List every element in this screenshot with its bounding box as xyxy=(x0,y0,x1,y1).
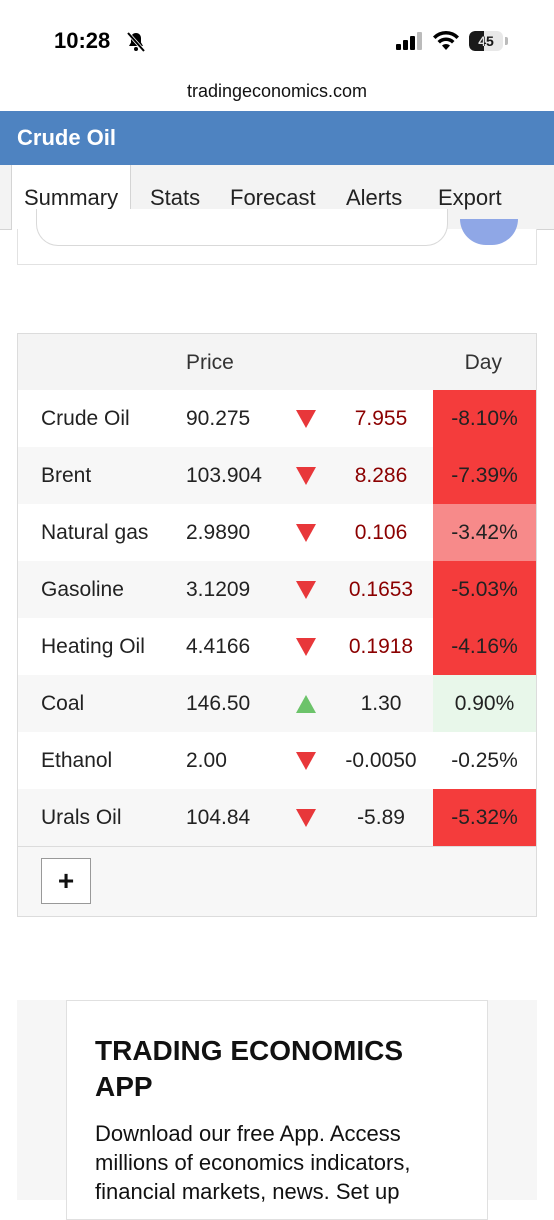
arrow-down-icon xyxy=(296,809,316,827)
commodity-price: 3.1209 xyxy=(186,578,251,601)
table-row[interactable]: Crude Oil 90.275 7.955 -8.10% xyxy=(18,390,536,448)
commodity-name[interactable]: Brent xyxy=(41,464,92,487)
commodity-change: 1.30 xyxy=(360,692,402,715)
commodity-change: -0.0050 xyxy=(345,749,417,772)
tab-alerts[interactable]: Alerts xyxy=(346,185,403,210)
commodity-day-percent: -5.32% xyxy=(433,789,536,846)
commodity-price: 4.4166 xyxy=(186,635,251,658)
cellular-signal-icon xyxy=(396,32,422,50)
commodity-day-percent: -8.10% xyxy=(433,390,536,447)
tab-export[interactable]: Export xyxy=(438,185,502,210)
commodity-price: 104.84 xyxy=(186,806,251,829)
wifi-icon xyxy=(433,30,459,50)
table-row[interactable]: Natural gas 2.9890 0.106 -3.42% xyxy=(18,504,536,562)
commodity-name[interactable]: Ethanol xyxy=(41,749,113,772)
commodity-name[interactable]: Urals Oil xyxy=(41,806,122,829)
arrow-down-icon xyxy=(296,581,316,599)
commodity-change: -5.89 xyxy=(357,806,405,829)
tab-stats[interactable]: Stats xyxy=(150,185,201,210)
commodity-change: 8.286 xyxy=(354,464,408,487)
app-promo-card: TRADING ECONOMICS APP Download our free … xyxy=(66,1000,488,1220)
commodity-day-percent: -5.03% xyxy=(433,561,536,618)
table-row[interactable]: Heating Oil 4.4166 0.1918 -4.16% xyxy=(18,618,536,676)
add-button[interactable]: + xyxy=(41,858,91,904)
commodity-day-percent: -0.25% xyxy=(433,732,536,789)
bell-muted-icon xyxy=(126,31,146,53)
commodity-change: 0.106 xyxy=(354,521,408,544)
commodity-day-percent: -3.42% xyxy=(433,504,536,561)
table-row[interactable]: Coal 146.50 1.30 0.90% xyxy=(18,675,536,733)
commodity-name[interactable]: Crude Oil xyxy=(41,407,130,430)
arrow-up-icon xyxy=(296,695,316,713)
arrow-down-icon xyxy=(296,752,316,770)
search-panel xyxy=(17,209,537,265)
arrow-down-icon xyxy=(296,638,316,656)
commodity-change: 0.1918 xyxy=(348,635,414,658)
promo-title: TRADING ECONOMICS APP xyxy=(95,1035,403,1102)
commodity-name[interactable]: Heating Oil xyxy=(41,635,145,658)
browser-url[interactable]: tradingeconomics.com xyxy=(186,81,368,101)
app-promo-section: TRADING ECONOMICS APP Download our free … xyxy=(17,1000,537,1220)
commodity-day-percent: -4.16% xyxy=(433,618,536,675)
column-header-day: Day xyxy=(464,351,502,374)
arrow-down-icon xyxy=(296,524,316,542)
table-header: Price Day xyxy=(18,334,536,391)
table-row[interactable]: Urals Oil 104.84 -5.89 -5.32% xyxy=(18,789,536,847)
commodity-price: 146.50 xyxy=(186,692,251,715)
search-input[interactable] xyxy=(36,209,448,246)
commodity-price: 2.00 xyxy=(186,749,227,772)
commodity-change: 0.1653 xyxy=(348,578,414,601)
battery-level-text: 45 xyxy=(478,33,494,49)
tab-forecast[interactable]: Forecast xyxy=(230,185,316,210)
status-bar: 10:28 45 tradingeconomics.com xyxy=(0,0,554,101)
status-time: 10:28 xyxy=(54,28,111,53)
column-header-price: Price xyxy=(186,351,234,374)
commodity-price: 2.9890 xyxy=(186,521,251,544)
page-header: Crude Oil xyxy=(0,111,554,165)
page-title: Crude Oil xyxy=(17,125,117,150)
search-button[interactable] xyxy=(460,219,518,245)
battery-icon: 45 xyxy=(469,31,509,51)
table-row[interactable]: Gasoline 3.1209 0.1653 -5.03% xyxy=(18,561,536,619)
tab-summary[interactable]: Summary xyxy=(11,165,132,230)
commodity-day-percent: -7.39% xyxy=(433,447,536,504)
table-row[interactable]: Ethanol 2.00 -0.0050 -0.25% xyxy=(18,732,536,790)
commodities-table: Price Day Crude Oil 90.275 7.955 -8.10% Bren… xyxy=(17,333,537,917)
commodity-change: 7.955 xyxy=(354,407,408,430)
commodity-name[interactable]: Coal xyxy=(41,692,85,715)
commodity-price: 103.904 xyxy=(186,464,262,487)
commodity-name[interactable]: Gasoline xyxy=(41,578,124,601)
table-row[interactable]: Brent 103.904 8.286 -7.39% xyxy=(18,447,536,505)
commodity-name[interactable]: Natural gas xyxy=(41,521,149,544)
arrow-down-icon xyxy=(296,467,316,485)
promo-text: Download our free App. Access millions o… xyxy=(95,1121,411,1204)
arrow-down-icon xyxy=(296,410,316,428)
commodity-day-percent: 0.90% xyxy=(433,675,536,732)
commodity-price: 90.275 xyxy=(186,407,251,430)
